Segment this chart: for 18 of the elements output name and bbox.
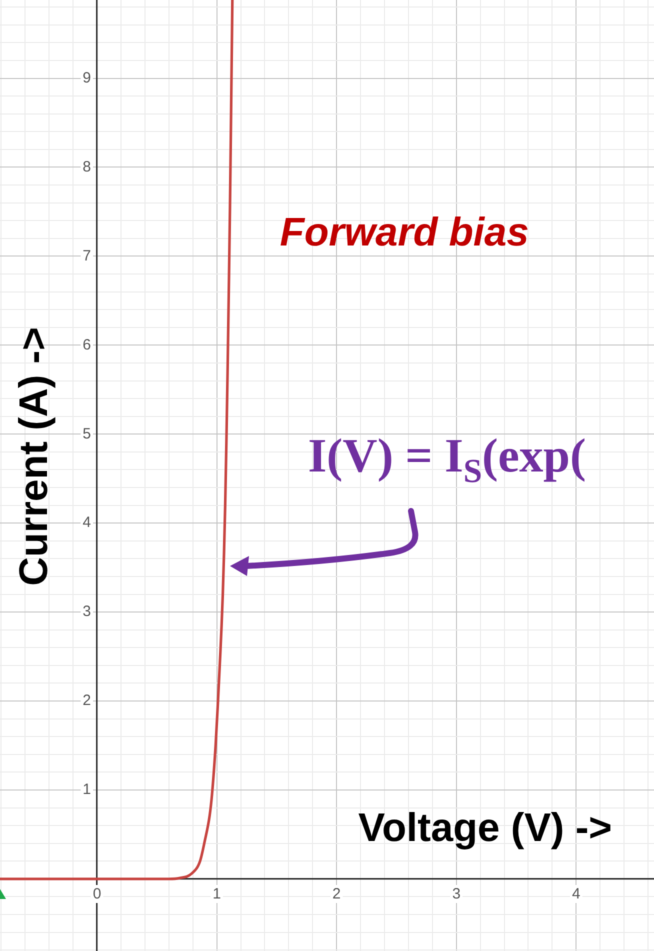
y-tick-label: 4 (82, 514, 92, 532)
y-axis-title: Current (A) -> (12, 327, 56, 586)
y-tick-label: 7 (82, 247, 92, 264)
x-tick-label: 0 (92, 886, 102, 903)
x-tick-label: 1 (212, 886, 221, 903)
y-tick-label: 8 (82, 158, 92, 176)
annotation: Forward bias (280, 210, 529, 254)
y-tick-label: 3 (82, 603, 92, 620)
x-axis-title: Voltage (V) -> (358, 806, 612, 850)
x-tick-label: 2 (332, 886, 341, 903)
x-tick-label: 4 (572, 886, 580, 903)
y-tick-label: 2 (82, 692, 92, 710)
y-tick-label: 6 (82, 336, 92, 354)
y-tick-label: 1 (82, 781, 92, 798)
y-tick-label: 9 (82, 69, 92, 86)
y-tick-label: 5 (82, 425, 92, 442)
x-tick-label: 3 (452, 886, 461, 903)
line-series (0, 0, 234, 880)
